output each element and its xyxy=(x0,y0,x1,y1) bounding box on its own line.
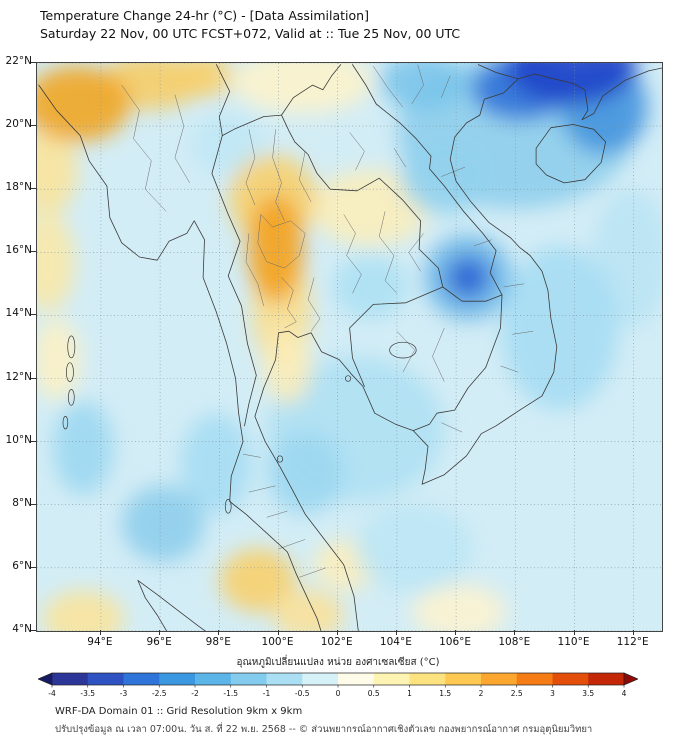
svg-text:3.5: 3.5 xyxy=(582,689,594,698)
lat-tick-label: 8°N xyxy=(12,496,32,509)
lat-tick-mark xyxy=(31,503,36,505)
lon-tick-mark xyxy=(395,630,397,635)
svg-text:3: 3 xyxy=(550,689,555,698)
lat-tick-label: 12°N xyxy=(5,370,32,383)
svg-text:-1.5: -1.5 xyxy=(223,689,238,698)
map-frame xyxy=(36,62,663,632)
lon-tick-mark xyxy=(277,630,279,635)
lat-tick-mark xyxy=(31,440,36,442)
lat-tick-mark xyxy=(31,566,36,568)
svg-text:-0.5: -0.5 xyxy=(295,689,310,698)
svg-text:0: 0 xyxy=(336,689,341,698)
lon-tick-mark xyxy=(159,630,161,635)
lat-tick-mark xyxy=(31,125,36,127)
page-subtitle: Saturday 22 Nov, 00 UTC FCST+072, Valid … xyxy=(40,26,461,41)
lat-tick-mark xyxy=(31,377,36,379)
lat-tick-mark xyxy=(31,314,36,316)
lon-tick-label: 102°E xyxy=(320,636,353,648)
footer-model-info: WRF-DA Domain 01 :: Grid Resolution 9km … xyxy=(55,706,303,717)
svg-text:2: 2 xyxy=(479,689,484,698)
lon-tick-mark xyxy=(514,630,516,635)
lat-tick-label: 16°N xyxy=(5,244,32,257)
lat-tick-label: 22°N xyxy=(5,55,32,67)
lon-tick-mark xyxy=(99,630,101,635)
lon-tick-label: 100°E xyxy=(261,636,294,648)
svg-text:1: 1 xyxy=(407,689,412,698)
svg-text:-2.5: -2.5 xyxy=(152,689,167,698)
colorbar-scale: -4 -3.5 -3 -2.5 -2 -1.5 -1 -0.5 0 0.5 1 1.5 2 2.5 3 3.5… xyxy=(37,672,639,698)
svg-text:-3: -3 xyxy=(120,689,128,698)
lon-tick-label: 96°E xyxy=(146,636,172,648)
svg-text:-3.5: -3.5 xyxy=(80,689,95,698)
footer-credit: ปรับปรุงข้อมูล ณ เวลา 07:00น. วัน ส. ที่… xyxy=(55,724,593,735)
lon-tick-mark xyxy=(336,630,338,635)
lat-tick-mark xyxy=(31,251,36,253)
svg-text:0.5: 0.5 xyxy=(368,689,380,698)
lon-tick-label: 98°E xyxy=(205,636,231,648)
lon-tick-label: 106°E xyxy=(439,636,472,648)
page-title: Temperature Change 24-hr (°C) - [Data As… xyxy=(40,8,369,23)
svg-text:-1: -1 xyxy=(263,689,271,698)
lon-tick-mark xyxy=(573,630,575,635)
lat-tick-label: 18°N xyxy=(5,181,32,194)
lon-tick-label: 110°E xyxy=(557,636,590,648)
colorbar: -4 -3.5 -3 -2.5 -2 -1.5 -1 -0.5 0 0.5 1 1.5 2 2.5 3 3.5… xyxy=(37,670,639,702)
lat-tick-mark xyxy=(31,188,36,190)
lat-tick-mark xyxy=(31,62,36,63)
lon-tick-mark xyxy=(455,630,457,635)
lat-tick-label: 14°N xyxy=(5,307,32,320)
lon-tick-label: 112°E xyxy=(616,636,649,648)
lat-tick-mark xyxy=(31,629,36,631)
lon-tick-label: 108°E xyxy=(498,636,531,648)
lat-tick-label: 4°N xyxy=(12,622,32,635)
svg-text:4: 4 xyxy=(622,689,627,698)
map-canvas xyxy=(37,63,662,631)
svg-text:-4: -4 xyxy=(48,689,56,698)
lat-tick-label: 20°N xyxy=(5,118,32,131)
svg-text:-2: -2 xyxy=(191,689,199,698)
lon-tick-label: 104°E xyxy=(379,636,412,648)
lon-tick-mark xyxy=(218,630,220,635)
lon-tick-mark xyxy=(632,630,634,635)
lat-tick-label: 10°N xyxy=(5,433,32,446)
svg-text:1.5: 1.5 xyxy=(439,689,451,698)
colorbar-label: อุณหภูมิเปลี่ยนแปลง หน่วย องศาเซลเซียส (… xyxy=(236,657,440,668)
lon-tick-label: 94°E xyxy=(87,636,113,648)
lat-tick-label: 6°N xyxy=(12,559,32,572)
svg-text:2.5: 2.5 xyxy=(511,689,523,698)
